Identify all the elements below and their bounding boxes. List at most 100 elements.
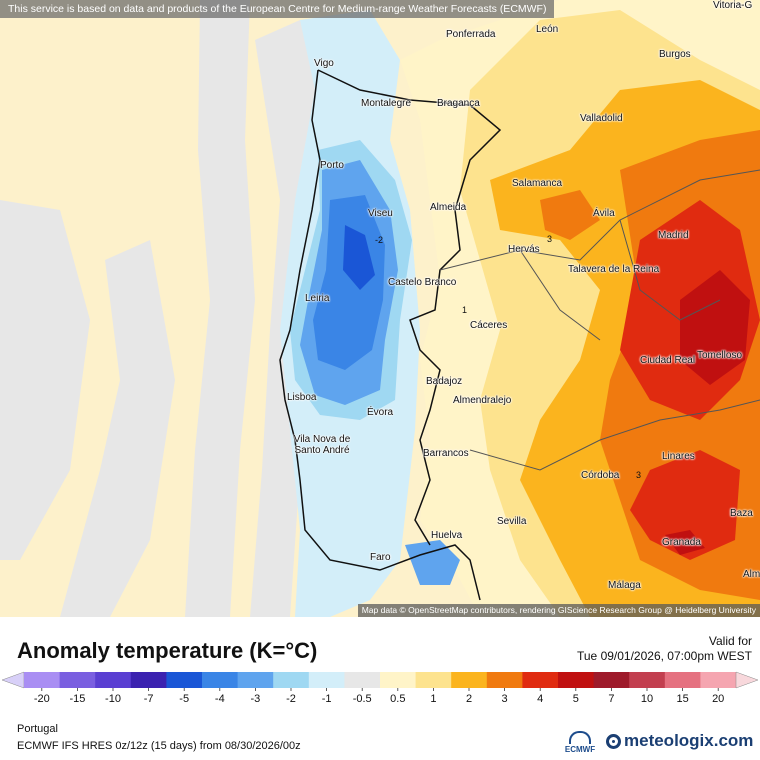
- anomaly-map[interactable]: -2 3 1 3 Vitoria-G Ponferrada León Vigo …: [0, 0, 760, 617]
- valid-for-label: Valid for: [708, 634, 752, 648]
- legend-swatch: [308, 672, 345, 688]
- city-label: Vila Nova de Santo André: [293, 434, 351, 456]
- legend-tick-label: -4: [215, 693, 225, 705]
- city-label: Castelo Branco: [388, 277, 457, 288]
- model-run-info: ECMWF IFS HRES 0z/12z (15 days) from 08/…: [17, 740, 301, 752]
- data-source-notice: This service is based on data and produc…: [0, 0, 555, 18]
- legend-swatch: [664, 672, 701, 688]
- city-label: Baza: [730, 508, 753, 519]
- legend-swatch: [593, 672, 630, 688]
- legend-swatch: [95, 672, 132, 688]
- legend-arrow-left: [1, 671, 25, 689]
- legend-swatch: [273, 672, 310, 688]
- warm-spot-avila: [540, 190, 600, 240]
- city-label: León: [536, 24, 559, 35]
- city-label: Lisboa: [287, 392, 317, 403]
- map-attribution[interactable]: Map data © OpenStreetMap contributors, r…: [357, 604, 760, 617]
- cold-core: [343, 225, 375, 290]
- legend-arrow-right: [735, 671, 759, 689]
- contour-label: 3: [547, 234, 552, 244]
- ocean-neutral-band-west: [0, 200, 90, 560]
- legend-tick-label: 15: [676, 693, 688, 705]
- legend-swatch: [130, 672, 167, 688]
- legend-swatch: [202, 672, 239, 688]
- legend-swatch: [237, 672, 274, 688]
- city-label: Ciudad Real: [640, 355, 696, 366]
- very-hot-spot-granada: [665, 530, 705, 555]
- border-portugal-spain: [317, 69, 502, 546]
- legend-tick-label: 1: [430, 693, 436, 705]
- color-legend: -20 -15 -10 -7 -5 -4 -3 -2 -1 -0.5 0.5 1 2 3 4 5 7 10 15 20: [0, 668, 760, 712]
- regional-borders: [439, 169, 760, 471]
- legend-swatch: [380, 672, 417, 688]
- legend-tick-label: -1: [322, 693, 332, 705]
- city-label: Montalegre: [361, 98, 412, 109]
- legend-swatch: [24, 672, 61, 688]
- city-label: Tomelloso: [697, 350, 743, 361]
- city-label: Alm: [743, 569, 760, 580]
- legend-swatch: [415, 672, 452, 688]
- legend-tick-label: 7: [608, 693, 614, 705]
- city-label: Porto: [320, 160, 344, 171]
- city-label: Valladolid: [580, 113, 623, 124]
- city-label: Leiria: [305, 293, 330, 304]
- legend-tick-label: -5: [179, 693, 189, 705]
- legend-tick-label: -7: [144, 693, 154, 705]
- city-label: Évora: [367, 407, 394, 418]
- legend-tick-label: 5: [573, 693, 579, 705]
- hot-zone-granada: [630, 450, 740, 560]
- city-label: Málaga: [608, 580, 641, 591]
- city-label: Madrid: [658, 230, 689, 241]
- legend-swatch: [558, 672, 595, 688]
- city-label: Córdoba: [581, 470, 620, 481]
- city-label: Ávila: [593, 208, 615, 219]
- legend-title: Anomaly temperature (K=°C): [17, 638, 318, 663]
- legend-tick-label: -3: [251, 693, 261, 705]
- legend-swatch: [700, 672, 737, 688]
- legend-bar: -20 -15 -10 -7 -5 -4 -3 -2 -1 -0.5 0.5 1 2 3 4 5 7 10 15 20: [1, 671, 759, 705]
- legend-tick-label: 20: [712, 693, 724, 705]
- city-label: Granada: [662, 537, 701, 548]
- legend-swatch: [486, 672, 523, 688]
- legend-tick-label: -15: [69, 693, 85, 705]
- city-label: Sevilla: [497, 516, 527, 527]
- ocean-neutral-band-mid: [60, 240, 175, 617]
- meteologix-logo-text: meteologix.com: [624, 731, 754, 750]
- legend-tick-label: 3: [502, 693, 508, 705]
- region-name: Portugal: [17, 723, 58, 735]
- contour-label: 3: [636, 470, 641, 480]
- city-label: Faro: [370, 552, 391, 563]
- city-label: Linares: [662, 451, 695, 462]
- legend-tick-label: 10: [641, 693, 653, 705]
- legend-tick-label: -2: [286, 693, 296, 705]
- legend-swatch: [522, 672, 559, 688]
- ecmwf-logo-text: ECMWF: [564, 745, 596, 754]
- city-label: Almeida: [430, 202, 467, 213]
- meteologix-logo[interactable]: meteologix.com: [606, 731, 753, 751]
- legend-tick-label: -20: [34, 693, 50, 705]
- valid-time: Tue 09/01/2026, 07:00pm WEST: [577, 649, 752, 663]
- city-label: Almendralejo: [453, 395, 512, 406]
- city-label: Viseu: [368, 208, 393, 219]
- city-label: Badajoz: [426, 376, 463, 387]
- legend-tick-label: 4: [537, 693, 543, 705]
- legend-swatch: [451, 672, 488, 688]
- legend-tick-label: -10: [105, 693, 121, 705]
- city-label: Huelva: [431, 530, 463, 541]
- cold-zone-3: [313, 195, 385, 370]
- contour-label: -2: [375, 235, 383, 245]
- city-label: Hervás: [508, 244, 540, 255]
- very-hot-zone: [680, 270, 750, 385]
- ecmwf-logo[interactable]: ECMWF: [563, 731, 597, 754]
- city-label: Vigo: [314, 58, 334, 69]
- coastline: [279, 69, 481, 601]
- city-label: Barrancos: [423, 448, 469, 459]
- city-label: Salamanca: [512, 178, 563, 189]
- city-label: Ponferrada: [446, 29, 496, 40]
- city-label: Cáceres: [470, 320, 508, 331]
- meteologix-logo-icon: [606, 733, 621, 749]
- legend-swatch: [166, 672, 203, 688]
- map-canvas: -2 3 1 3: [0, 0, 760, 617]
- ocean-neutral-band: [185, 0, 255, 617]
- legend-tick-label: 2: [466, 693, 472, 705]
